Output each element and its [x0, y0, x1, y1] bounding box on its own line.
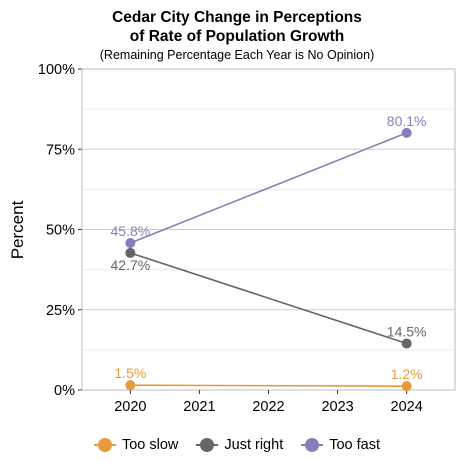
- legend-key-too-slow: [93, 438, 116, 452]
- data-point-just-right: [125, 247, 136, 258]
- data-label-just-right: 14.5%: [387, 323, 427, 339]
- y-tick-label: 0%: [54, 383, 75, 399]
- x-tick-label: 2023: [321, 399, 353, 415]
- data-label-too-fast: 80.1%: [387, 113, 427, 129]
- legend-label-too-slow: Too slow: [121, 437, 179, 453]
- legend-key-just-right: [196, 438, 219, 452]
- legend-item-too-fast: Too fast: [301, 437, 380, 453]
- x-tick-label: 2020: [114, 399, 146, 415]
- chart-title-line-2: of Rate of Population Growth: [129, 28, 345, 45]
- data-label-too-fast: 45.8%: [111, 223, 151, 239]
- y-tick-label: 25%: [46, 303, 75, 319]
- data-label-just-right: 42.7%: [111, 257, 151, 273]
- x-tick-label: 2022: [252, 399, 284, 415]
- chart-subtitle: (Remaining Percentage Each Year is No Op…: [99, 48, 375, 62]
- chart-title-line-1: Cedar City Change in Perceptions: [112, 9, 362, 26]
- y-tick-label: 50%: [46, 223, 75, 239]
- data-point-too-slow: [125, 380, 136, 391]
- chart-legend: Too slow Just right Too fast: [0, 433, 474, 457]
- series-line-too-fast: [130, 132, 407, 244]
- legend-label-just-right: Just right: [224, 437, 284, 453]
- legend-item-too-slow: Too slow: [93, 437, 179, 453]
- y-tick-label: 100%: [38, 62, 75, 78]
- data-point-too-fast: [401, 127, 412, 138]
- legend-label-too-fast: Too fast: [329, 437, 381, 453]
- x-tick-label: 2024: [391, 399, 423, 415]
- legend-key-too-fast: [301, 438, 324, 452]
- legend-item-just-right: Just right: [196, 437, 283, 453]
- data-point-too-slow: [401, 381, 412, 392]
- data-label-too-slow: 1.2%: [391, 366, 423, 382]
- y-axis-label: Percent: [8, 200, 27, 259]
- series-line-just-right: [130, 252, 407, 345]
- data-label-too-slow: 1.5%: [114, 365, 146, 381]
- series-line-too-slow: [130, 384, 407, 387]
- data-point-too-fast: [125, 237, 136, 248]
- y-tick-label: 75%: [46, 142, 75, 158]
- data-point-just-right: [401, 338, 412, 349]
- x-tick-label: 2021: [183, 399, 215, 415]
